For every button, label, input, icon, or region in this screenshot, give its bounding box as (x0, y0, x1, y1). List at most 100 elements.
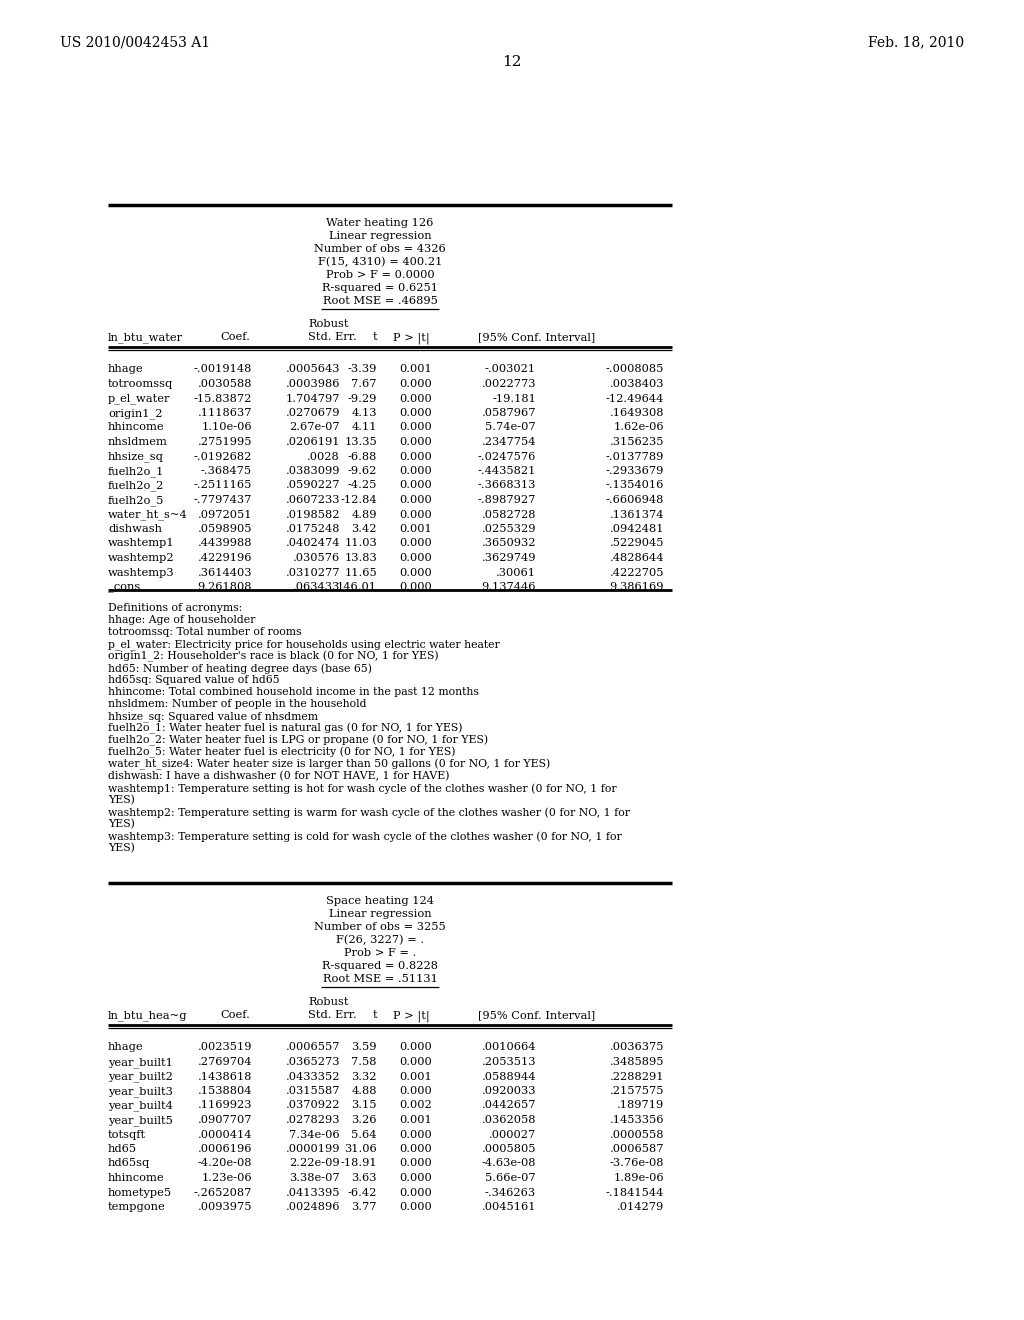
Text: fuelh2o_1: fuelh2o_1 (108, 466, 165, 477)
Text: 1.10e-06: 1.10e-06 (202, 422, 252, 433)
Text: 3.63: 3.63 (351, 1173, 377, 1183)
Text: .0270679: .0270679 (286, 408, 340, 418)
Text: -.1841544: -.1841544 (605, 1188, 664, 1197)
Text: .0598905: .0598905 (198, 524, 252, 535)
Text: 4.11: 4.11 (351, 422, 377, 433)
Text: nhsldmem: Number of people in the household: nhsldmem: Number of people in the househ… (108, 700, 367, 709)
Text: 0.001: 0.001 (399, 1072, 432, 1081)
Text: hhsize_sq: Squared value of nhsdmem: hhsize_sq: Squared value of nhsdmem (108, 711, 318, 722)
Text: 1.704797: 1.704797 (286, 393, 340, 404)
Text: .0255329: .0255329 (481, 524, 536, 535)
Text: 3.42: 3.42 (351, 524, 377, 535)
Text: .0582728: .0582728 (481, 510, 536, 520)
Text: -12.49644: -12.49644 (605, 393, 664, 404)
Text: .0045161: .0045161 (481, 1203, 536, 1212)
Text: .0607233: .0607233 (286, 495, 340, 506)
Text: .0005643: .0005643 (286, 364, 340, 375)
Text: 0.000: 0.000 (399, 437, 432, 447)
Text: year_built1: year_built1 (108, 1057, 173, 1068)
Text: -.0008085: -.0008085 (605, 364, 664, 375)
Text: .0006196: .0006196 (198, 1144, 252, 1154)
Text: fuelh2o_1: Water heater fuel is natural gas (0 for NO, 1 for YES): fuelh2o_1: Water heater fuel is natural … (108, 723, 463, 734)
Text: tempgone: tempgone (108, 1203, 166, 1212)
Text: .1361374: .1361374 (609, 510, 664, 520)
Text: -.1354016: -.1354016 (605, 480, 664, 491)
Text: 3.77: 3.77 (351, 1203, 377, 1212)
Text: 11.65: 11.65 (344, 568, 377, 578)
Text: .3614403: .3614403 (198, 568, 252, 578)
Text: 3.15: 3.15 (351, 1101, 377, 1110)
Text: .2347754: .2347754 (481, 437, 536, 447)
Text: 0.000: 0.000 (399, 1203, 432, 1212)
Text: -4.63e-08: -4.63e-08 (481, 1159, 536, 1168)
Text: -.8987927: -.8987927 (477, 495, 536, 506)
Text: -9.62: -9.62 (347, 466, 377, 477)
Text: 0.000: 0.000 (399, 379, 432, 389)
Text: .0433352: .0433352 (286, 1072, 340, 1081)
Text: YES): YES) (108, 818, 135, 829)
Text: 0.000: 0.000 (399, 582, 432, 591)
Text: -.0247576: -.0247576 (477, 451, 536, 462)
Text: Robust: Robust (308, 319, 348, 329)
Text: .0590227: .0590227 (286, 480, 340, 491)
Text: 7.34e-06: 7.34e-06 (290, 1130, 340, 1139)
Text: Definitions of acronyms:: Definitions of acronyms: (108, 603, 243, 612)
Text: year_built3: year_built3 (108, 1086, 173, 1097)
Text: .0365273: .0365273 (286, 1057, 340, 1067)
Text: Root MSE = .46895: Root MSE = .46895 (323, 296, 437, 306)
Text: 31.06: 31.06 (344, 1144, 377, 1154)
Text: -6.42: -6.42 (347, 1188, 377, 1197)
Text: dishwash: I have a dishwasher (0 for NOT HAVE, 1 for HAVE): dishwash: I have a dishwasher (0 for NOT… (108, 771, 450, 781)
Text: 0.000: 0.000 (399, 510, 432, 520)
Text: 13.35: 13.35 (344, 437, 377, 447)
Text: -.0192682: -.0192682 (194, 451, 252, 462)
Text: .1538804: .1538804 (198, 1086, 252, 1096)
Text: .2751995: .2751995 (198, 437, 252, 447)
Text: 2.67e-07: 2.67e-07 (290, 422, 340, 433)
Text: Linear regression: Linear regression (329, 231, 431, 242)
Text: -.003021: -.003021 (485, 364, 536, 375)
Text: 7.58: 7.58 (351, 1057, 377, 1067)
Text: .0022773: .0022773 (481, 379, 536, 389)
Text: 146.01: 146.01 (337, 582, 377, 591)
Text: ln_btu_water: ln_btu_water (108, 333, 183, 343)
Text: .3629749: .3629749 (481, 553, 536, 564)
Text: water_ht_size4: Water heater size is larger than 50 gallons (0 for NO, 1 for YES: water_ht_size4: Water heater size is lar… (108, 759, 550, 771)
Text: Prob > F = 0.0000: Prob > F = 0.0000 (326, 271, 434, 280)
Text: p_el_water: Electricity price for households using electric water heater: p_el_water: Electricity price for househ… (108, 639, 500, 649)
Text: .0972051: .0972051 (198, 510, 252, 520)
Text: 0.000: 0.000 (399, 495, 432, 506)
Text: .0383099: .0383099 (286, 466, 340, 477)
Text: hd65sq: hd65sq (108, 1159, 151, 1168)
Text: -12.84: -12.84 (340, 495, 377, 506)
Text: Number of obs = 4326: Number of obs = 4326 (314, 244, 445, 253)
Text: fuelh2o_5: fuelh2o_5 (108, 495, 165, 506)
Text: .0000558: .0000558 (609, 1130, 664, 1139)
Text: .2288291: .2288291 (609, 1072, 664, 1081)
Text: .0028: .0028 (307, 451, 340, 462)
Text: hhincome: hhincome (108, 1173, 165, 1183)
Text: .3156235: .3156235 (609, 437, 664, 447)
Text: .0310277: .0310277 (286, 568, 340, 578)
Text: hhage: hhage (108, 1043, 143, 1052)
Text: US 2010/0042453 A1: US 2010/0042453 A1 (60, 36, 210, 49)
Text: 3.38e-07: 3.38e-07 (290, 1173, 340, 1183)
Text: year_built2: year_built2 (108, 1072, 173, 1082)
Text: 3.26: 3.26 (351, 1115, 377, 1125)
Text: .0920033: .0920033 (481, 1086, 536, 1096)
Text: .1438618: .1438618 (198, 1072, 252, 1081)
Text: 0.001: 0.001 (399, 524, 432, 535)
Text: .1169923: .1169923 (198, 1101, 252, 1110)
Text: .0005805: .0005805 (481, 1144, 536, 1154)
Text: totsqft: totsqft (108, 1130, 146, 1139)
Text: water_ht_s~4: water_ht_s~4 (108, 510, 187, 520)
Text: hhincome: Total combined household income in the past 12 months: hhincome: Total combined household incom… (108, 686, 479, 697)
Text: 0.000: 0.000 (399, 568, 432, 578)
Text: .0413395: .0413395 (286, 1188, 340, 1197)
Text: Coef.: Coef. (220, 333, 250, 342)
Text: .0315587: .0315587 (286, 1086, 340, 1096)
Text: 4.89: 4.89 (351, 510, 377, 520)
Text: 0.000: 0.000 (399, 539, 432, 549)
Text: .1649308: .1649308 (609, 408, 664, 418)
Text: -.3668313: -.3668313 (477, 480, 536, 491)
